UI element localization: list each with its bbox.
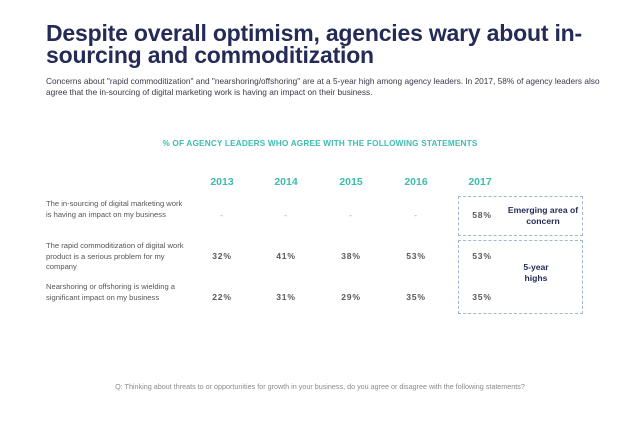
- callout-emerging: Emerging area of concern: [507, 205, 579, 226]
- table-cell: 32%: [212, 251, 232, 261]
- year-header: 2015: [339, 176, 363, 188]
- table-cell: -: [220, 210, 224, 220]
- emerging-concern-box: [458, 196, 583, 236]
- table-cell: 35%: [406, 292, 426, 302]
- page-title: Despite overall optimism, agencies wary …: [46, 20, 582, 68]
- year-header: 2016: [404, 176, 428, 188]
- table-cell: 53%: [472, 251, 492, 261]
- row-label: The rapid commoditization of digital wor…: [46, 241, 184, 271]
- table-cell: 22%: [212, 292, 232, 302]
- table-cell: 53%: [406, 251, 426, 261]
- chart-heading: % OF AGENCY LEADERS WHO AGREE WITH THE F…: [162, 139, 478, 148]
- table-cell: 35%: [472, 292, 492, 302]
- table-cell: -: [284, 210, 288, 220]
- row-label: The in-sourcing of digital marketing wor…: [46, 199, 183, 219]
- year-header: 2017: [468, 176, 492, 188]
- table-cell: 41%: [276, 251, 296, 261]
- row-label: Nearshoring or offshoring is wielding a …: [46, 282, 176, 302]
- year-header: 2013: [210, 176, 234, 188]
- page-subtitle: Concerns about "rapid commoditization" a…: [46, 76, 600, 97]
- callout-five-year-highs: 5-year highs: [523, 262, 549, 283]
- year-header: 2014: [274, 176, 298, 188]
- footnote: Q: Thinking about threats to or opportun…: [115, 382, 525, 391]
- table-cell: -: [414, 210, 418, 220]
- table-cell: 38%: [341, 251, 361, 261]
- table-cell: -: [349, 210, 353, 220]
- table-cell: 31%: [276, 292, 296, 302]
- five-year-highs-box: [458, 240, 583, 314]
- table-cell: 58%: [472, 210, 492, 220]
- table-cell: 29%: [341, 292, 361, 302]
